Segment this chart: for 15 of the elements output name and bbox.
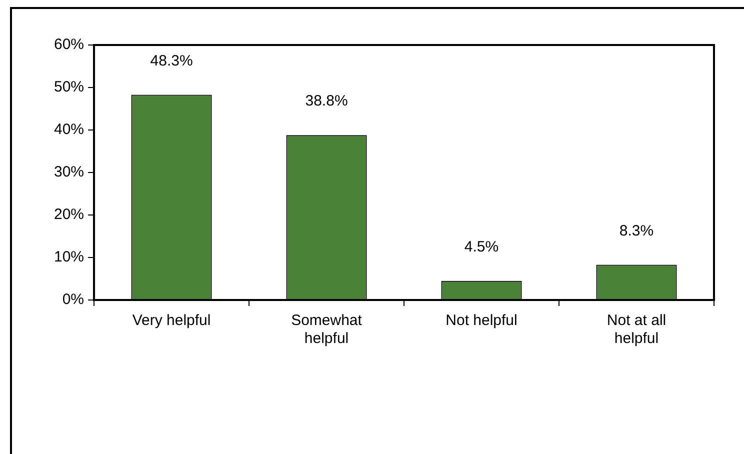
y-tick-label: 30% bbox=[54, 164, 84, 181]
x-tick-label: Not helpful bbox=[446, 312, 518, 330]
x-tick-label: Not at all helpful bbox=[606, 312, 666, 348]
y-tick-label: 50% bbox=[54, 78, 84, 96]
x-tick-label: Very helpful bbox=[132, 312, 211, 330]
y-tick-label: 20% bbox=[54, 206, 84, 224]
data-label: 4.5% bbox=[464, 238, 499, 256]
data-label: 8.3% bbox=[619, 222, 654, 240]
data-label: 48.3% bbox=[150, 52, 193, 70]
data-label: 38.8% bbox=[305, 92, 348, 110]
x-tick-label: Somewhat helpful bbox=[291, 312, 363, 348]
y-tick-label: 0% bbox=[62, 291, 84, 308]
y-tick-label: 40% bbox=[54, 121, 84, 138]
y-tick-label: 60% bbox=[54, 36, 84, 54]
y-tick-label: 10% bbox=[54, 248, 84, 266]
